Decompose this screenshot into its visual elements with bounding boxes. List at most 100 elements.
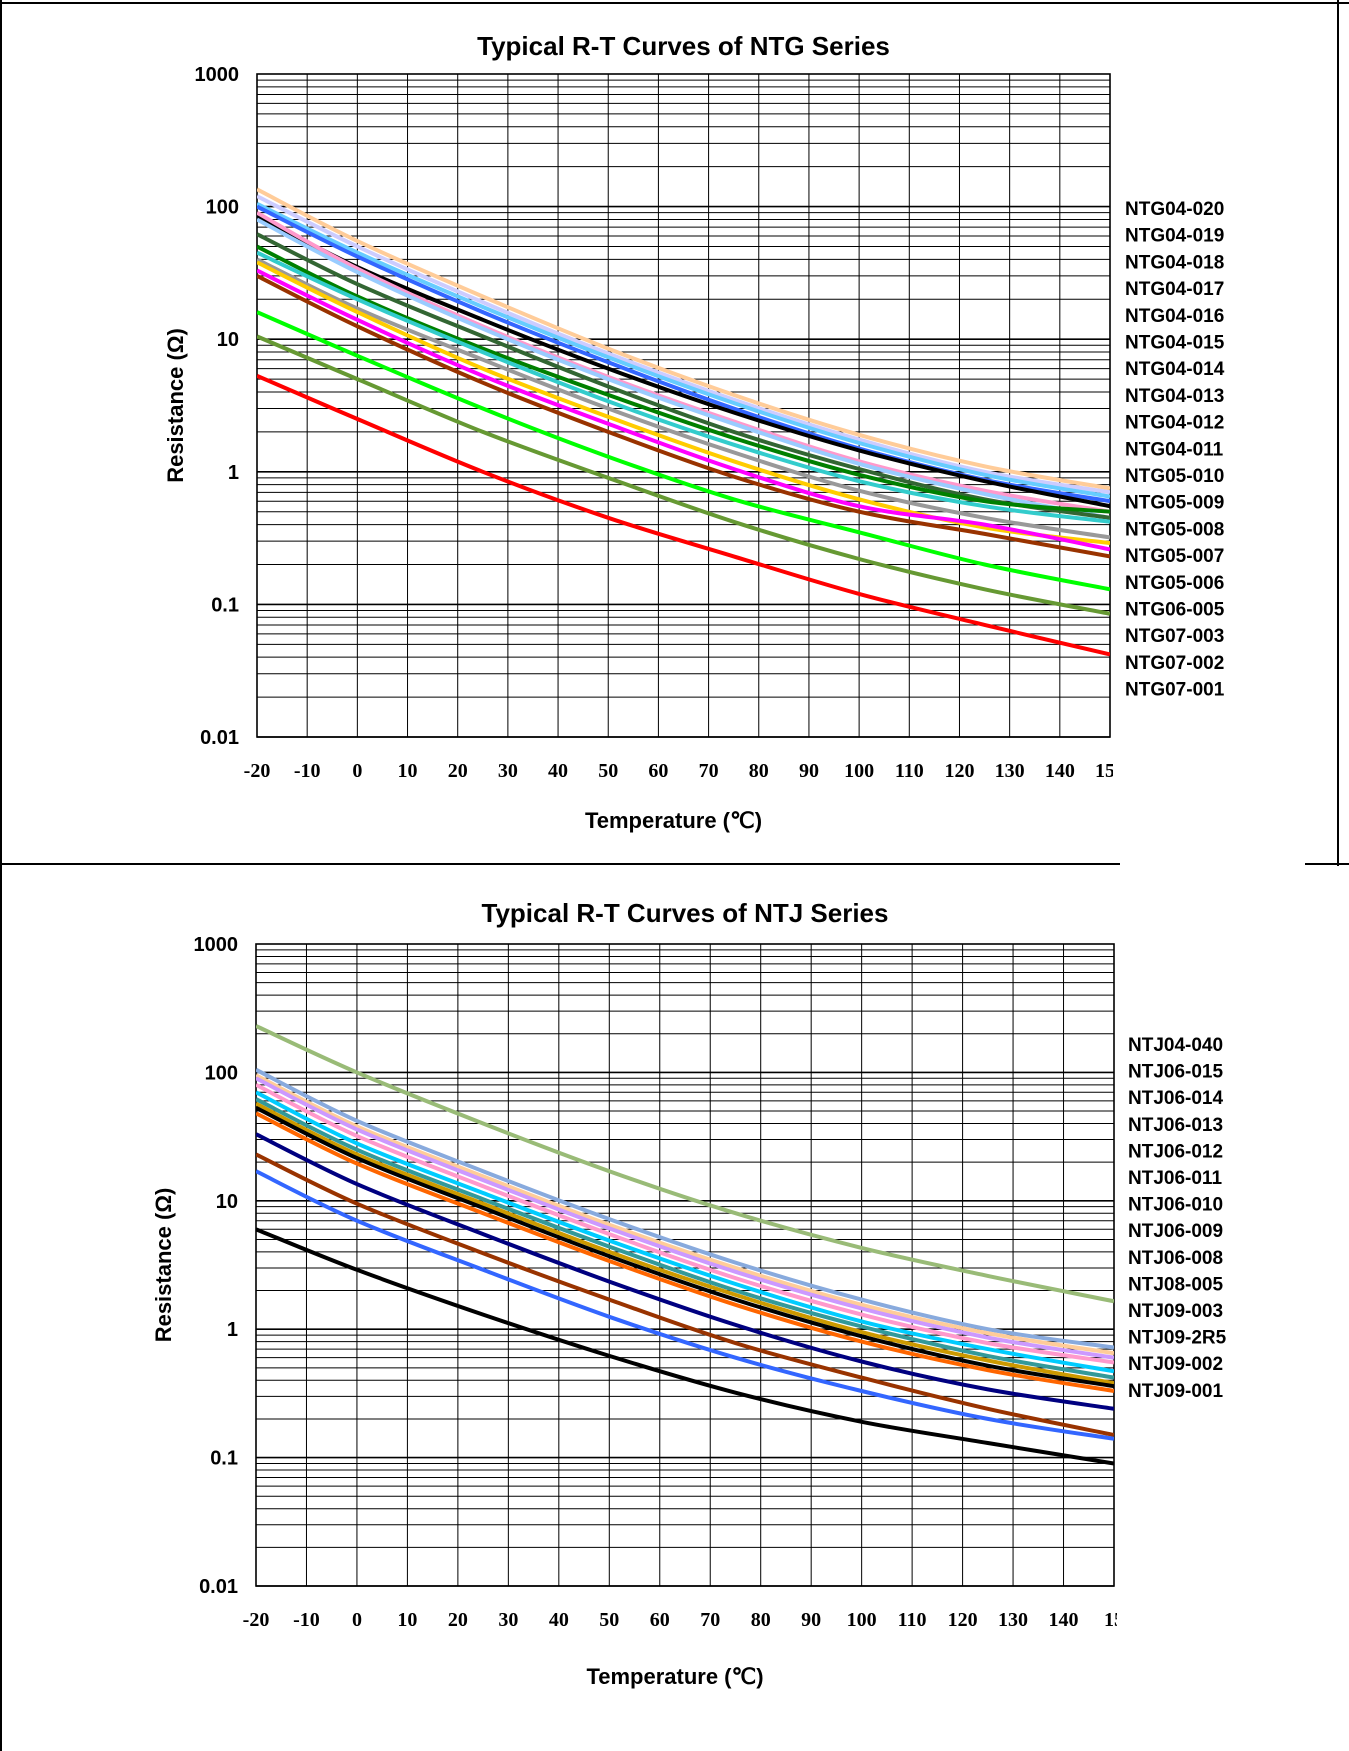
chart-0-legend-item: NTG05-008 — [1125, 519, 1224, 540]
chart-0-series-line-14 — [257, 310, 1110, 592]
chart-1-y-tick-label: 1000 — [194, 934, 239, 956]
chart-0-series-line-4 — [257, 214, 1110, 509]
ntj-chart: Typical R-T Curves of NTJ Series 0.01 0.1 1… — [0, 866, 1227, 1751]
chart-1-x-axis-title: Temperature (℃) — [586, 1664, 763, 1689]
chart-1-x-tick-label: 10 — [397, 1609, 417, 1631]
chart-1-series-line-0 — [256, 1024, 1114, 1304]
chart-0-x-tick-label: 80 — [749, 760, 769, 782]
chart-1-legend-item: NTJ09-003 — [1128, 1301, 1223, 1322]
chart-1-title: Typical R-T Curves of NTJ Series — [482, 898, 889, 928]
chart-1-x-tick-label: 110 — [898, 1609, 927, 1631]
chart-1-legend-item: NTJ06-013 — [1128, 1115, 1223, 1136]
chart-1-series-line-2 — [256, 1073, 1114, 1356]
chart-0-x-tick-label: 0 — [352, 760, 362, 782]
chart-1-x-tick-label: 30 — [498, 1609, 518, 1631]
chart-0-legend-item: NTG04-011 — [1125, 439, 1224, 460]
chart-0-tick-mask — [1113, 749, 1153, 789]
chart-1-series-line-5 — [256, 1090, 1114, 1374]
chart-1-series-line-9 — [256, 1111, 1114, 1393]
chart-1-legend-item: NTJ06-010 — [1128, 1195, 1223, 1216]
chart-1-series-line-11 — [256, 1152, 1114, 1437]
chart-1-x-tick-label: 40 — [549, 1609, 569, 1631]
chart-1-x-tick-label: 140 — [1049, 1609, 1079, 1631]
chart-0-x-tick-label: 140 — [1045, 760, 1075, 782]
chart-0-y-tick-label: 0.1 — [211, 594, 239, 616]
chart-0-x-tick-label: 10 — [398, 760, 418, 782]
chart-1-plot-area — [256, 944, 1114, 1586]
chart-0-legend-item: NTG04-014 — [1125, 359, 1225, 380]
chart-1-series-line-1 — [256, 1067, 1114, 1350]
chart-0-x-tick-label: 30 — [498, 760, 518, 782]
chart-0-series-line-11 — [257, 260, 1110, 546]
chart-1-legend-item: NTJ08-005 — [1128, 1274, 1223, 1295]
chart-1-series-line-8 — [256, 1106, 1114, 1389]
chart-1-legend-item: NTJ06-015 — [1128, 1062, 1223, 1083]
chart-0-y-tick-label: 1 — [228, 462, 239, 484]
chart-0-series-line-13 — [257, 274, 1110, 559]
chart-0-legend-item: NTG04-016 — [1125, 306, 1224, 327]
chart-0-series-group — [257, 187, 1110, 657]
chart-0-x-tick-label: 20 — [448, 760, 468, 782]
chart-0-legend-item: NTG04-020 — [1125, 199, 1224, 220]
chart-0-x-tick-label: 70 — [699, 760, 719, 782]
chart-0-x-tick-label: 60 — [648, 760, 668, 782]
chart-1-legend-item: NTJ06-012 — [1128, 1141, 1223, 1162]
chart-0-legend-item: NTG04-019 — [1125, 226, 1224, 247]
chart-0-y-tick-label: 1000 — [195, 64, 240, 86]
chart-0-series-line-16 — [257, 373, 1110, 657]
chart-0-legend-item: NTG05-007 — [1125, 546, 1224, 567]
chart-1-y-tick-label: 100 — [205, 1062, 238, 1084]
chart-0-series-line-8 — [257, 244, 1110, 514]
chart-0-legend-item: NTG07-001 — [1125, 680, 1225, 701]
chart-1-series-line-10 — [256, 1132, 1114, 1411]
chart-0-x-tick-label: 40 — [548, 760, 568, 782]
chart-1-x-tick-label: 20 — [448, 1609, 468, 1631]
chart-1-series-line-7 — [256, 1101, 1114, 1386]
chart-0-series-line-9 — [257, 250, 1110, 524]
chart-0-legend-item: NTG07-003 — [1125, 626, 1224, 647]
chart-1-x-tick-label: 120 — [948, 1609, 978, 1631]
ntg-chart: Typical R-T Curves of NTG Series 0.01 0.1 1… — [0, 0, 1349, 866]
chart-1-x-tick-label: 100 — [847, 1609, 877, 1631]
chart-0-legend-item: NTG04-013 — [1125, 386, 1224, 407]
chart-1-x-tick-label: 50 — [599, 1609, 619, 1631]
chart-0-x-tick-label: 50 — [598, 760, 618, 782]
chart-0-x-tick-label: 100 — [844, 760, 874, 782]
chart-1-legend-item: NTJ06-009 — [1128, 1221, 1223, 1242]
chart-0-series-line-6 — [257, 217, 1110, 520]
chart-1-legend-item: NTJ06-008 — [1128, 1248, 1223, 1269]
chart-0-y-tick-label: 10 — [217, 329, 239, 351]
chart-1-series-line-6 — [256, 1097, 1114, 1380]
chart-1-x-tick-label: 60 — [650, 1609, 670, 1631]
chart-0-legend-item: NTG04-017 — [1125, 279, 1224, 300]
chart-1-x-tick-label: 70 — [700, 1609, 720, 1631]
chart-1-series-group — [256, 1024, 1114, 1466]
chart-0-x-tick-label: 110 — [895, 760, 924, 782]
chart-0-series-line-12 — [257, 268, 1110, 552]
chart-1-legend-item: NTJ09-002 — [1128, 1354, 1223, 1375]
chart-0-x-axis-title: Temperature (℃) — [585, 808, 762, 833]
chart-0-x-tick-label: -20 — [244, 760, 271, 782]
chart-0-x-tick-label: 130 — [995, 760, 1025, 782]
chart-0-legend-item: NTG05-010 — [1125, 466, 1224, 487]
chart-0-title: Typical R-T Curves of NTG Series — [477, 31, 890, 61]
chart-0-legend-item: NTG05-009 — [1125, 493, 1224, 514]
chart-0-series-line-2 — [257, 202, 1110, 499]
chart-0-x-tick-label: -10 — [294, 760, 321, 782]
chart-1-x-tick-label: 130 — [998, 1609, 1028, 1631]
chart-0-series-line-7 — [257, 232, 1110, 520]
chart-1-legend-item: NTJ09-001 — [1128, 1381, 1223, 1402]
chart-0-legend-item: NTG06-005 — [1125, 600, 1225, 621]
chart-0-x-tick-label: 120 — [944, 760, 974, 782]
chart-1-tick-mask — [1117, 1598, 1157, 1638]
chart-1-plot-frame — [255, 943, 1115, 1587]
chart-1-x-tick-label: 80 — [751, 1609, 771, 1631]
chart-0-legend-item: NTG05-006 — [1125, 573, 1224, 594]
chart-1-series-line-12 — [256, 1169, 1114, 1441]
ntj-chart-panel: Typical R-T Curves of NTJ Series 0.01 0.1 1… — [0, 866, 1349, 1751]
chart-1-x-tick-label: 0 — [352, 1609, 362, 1631]
chart-1-y-tick-label: 0.01 — [199, 1576, 238, 1598]
chart-1-legend-item: NTJ06-011 — [1128, 1168, 1222, 1189]
chart-1-legend-item: NTJ09-2R5 — [1128, 1328, 1227, 1349]
chart-1-y-tick-label: 0.1 — [210, 1448, 238, 1470]
